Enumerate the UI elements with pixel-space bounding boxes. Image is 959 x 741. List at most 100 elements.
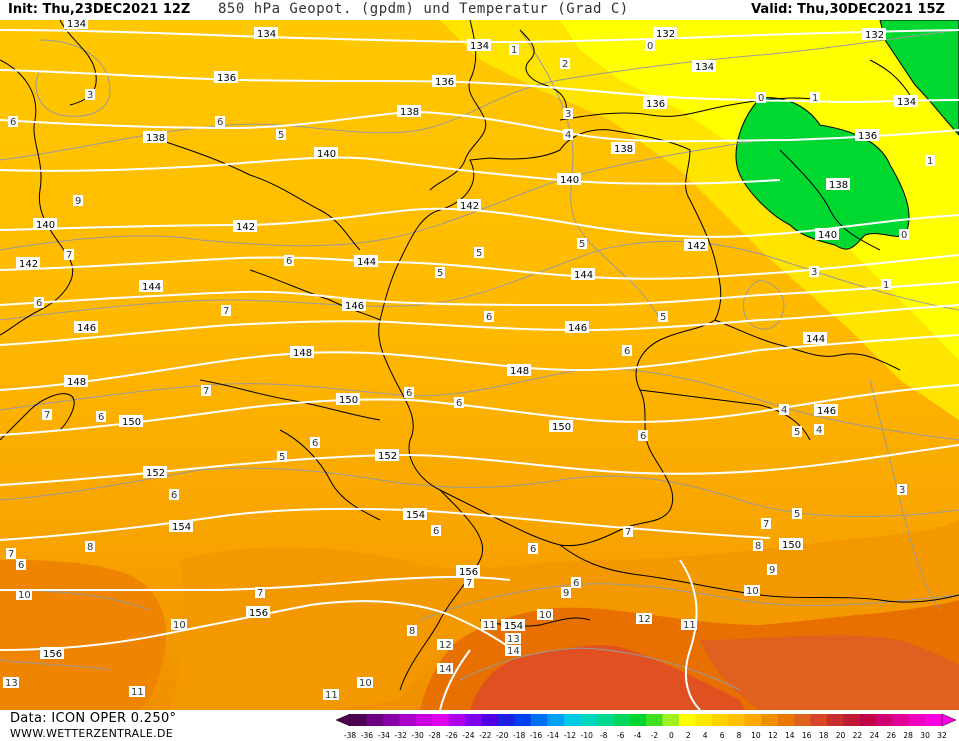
svg-text:7: 7 — [223, 306, 229, 317]
svg-text:140: 140 — [317, 149, 336, 160]
scale-arrow-right — [941, 713, 957, 727]
svg-text:6: 6 — [98, 412, 104, 423]
color-scale-ticks: -38 -36 -34 -32 -30 -28 -26 -24 -22 -20 -18 -16 -14-… — [344, 731, 947, 740]
svg-text:7: 7 — [8, 549, 14, 560]
svg-text:6: 6 — [406, 388, 412, 399]
gp-label-148-b: 148 — [507, 364, 531, 377]
temp-label-0-a: 0 — [645, 40, 655, 52]
svg-text:142: 142 — [687, 241, 706, 252]
gp-label-150-a: 150 — [336, 393, 360, 406]
temp-label-5-c: 5 — [577, 238, 587, 250]
svg-text:134: 134 — [257, 29, 276, 40]
svg-text:8: 8 — [87, 542, 93, 553]
temp-label-0-c: 0 — [899, 229, 909, 241]
svg-text:6: 6 — [456, 398, 462, 409]
gp-label-146-c: 146 — [74, 321, 98, 334]
scale-tick-label: 16 — [802, 731, 812, 740]
svg-text:5: 5 — [579, 239, 585, 250]
temp-label-10-d: 10 — [537, 609, 553, 621]
svg-text:3: 3 — [87, 90, 93, 101]
temp-label-9-c: 9 — [561, 587, 571, 599]
weather-map: 134 134 134 132 132 134 134 136 136 136 … — [0, 20, 959, 710]
gp-label-144-d: 144 — [803, 332, 827, 345]
svg-text:134: 134 — [67, 20, 86, 30]
temp-label-7-e: 7 — [761, 518, 771, 530]
color-scale-cells — [335, 713, 957, 727]
temp-label-6-i: 6 — [96, 411, 106, 423]
svg-text:7: 7 — [625, 527, 631, 538]
temp-label-6-g: 6 — [404, 387, 414, 399]
scale-cell — [728, 714, 745, 726]
temp-label-10-e: 10 — [357, 677, 373, 689]
temp-label-5-a: 5 — [276, 129, 286, 141]
svg-text:148: 148 — [67, 377, 86, 388]
svg-text:6: 6 — [530, 544, 536, 555]
scale-cell — [530, 714, 548, 726]
gp-label-138-c: 138 — [611, 142, 635, 155]
gp-label-138-d: 138 — [826, 178, 850, 191]
temp-label-8-a: 8 — [85, 541, 95, 553]
temp-label-7-h: 7 — [6, 548, 16, 560]
temp-label-6-d: 6 — [34, 297, 44, 309]
temp-label-6-a: 6 — [8, 116, 18, 128]
svg-text:11: 11 — [683, 620, 696, 631]
temp-label-7-c: 7 — [201, 385, 211, 397]
temp-label-3-c: 3 — [809, 266, 819, 278]
svg-text:136: 136 — [217, 73, 236, 84]
temp-label-3-a: 3 — [85, 89, 95, 101]
gp-label-134-a: 134 — [64, 20, 88, 30]
svg-text:144: 144 — [806, 334, 825, 345]
svg-text:3: 3 — [565, 109, 571, 120]
scale-tick-label: 28 — [903, 731, 913, 740]
scale-cell — [925, 714, 943, 726]
svg-text:132: 132 — [865, 30, 884, 41]
gp-label-138-a: 138 — [143, 131, 167, 144]
scale-tick-label: 18 — [819, 731, 829, 740]
temp-label-8-c: 8 — [407, 625, 417, 637]
gp-label-150-d: 150 — [779, 538, 803, 551]
temp-label-11-d: 11 — [323, 689, 339, 701]
scale-cell — [465, 714, 482, 726]
svg-text:0: 0 — [647, 41, 653, 52]
scale-cell — [761, 714, 778, 726]
svg-text:136: 136 — [435, 77, 454, 88]
scale-cell — [580, 714, 597, 726]
temp-label-10-b: 10 — [744, 585, 760, 597]
scale-tick-label: -18 — [513, 731, 525, 740]
scale-cell — [498, 714, 515, 726]
gp-label-140-a: 140 — [314, 147, 338, 160]
temp-label-11-b: 11 — [481, 619, 497, 631]
scale-tick-label: -20 — [496, 731, 508, 740]
svg-text:1: 1 — [927, 156, 933, 167]
temp-label-5-e: 5 — [658, 311, 668, 323]
svg-text:5: 5 — [794, 427, 800, 438]
svg-text:11: 11 — [131, 687, 144, 698]
temp-label-7-d: 7 — [42, 409, 52, 421]
svg-text:156: 156 — [459, 567, 478, 578]
svg-text:154: 154 — [172, 522, 191, 533]
svg-text:144: 144 — [357, 257, 376, 268]
svg-text:6: 6 — [640, 431, 646, 442]
temp-label-7-i: 7 — [255, 587, 265, 599]
temp-label-5-g: 5 — [277, 451, 287, 463]
temp-label-1-a: 1 — [509, 44, 519, 56]
scale-tick-label: 8 — [737, 731, 742, 740]
svg-text:7: 7 — [763, 519, 769, 530]
svg-text:3: 3 — [899, 485, 905, 496]
temp-label-11-a: 11 — [681, 619, 697, 631]
gp-label-144-c: 144 — [139, 280, 163, 293]
temp-label-10-c: 10 — [171, 619, 187, 631]
gp-label-146-d: 146 — [814, 404, 838, 417]
temperature-zone-hot-italy — [470, 645, 745, 710]
init-time: Init: Thu,23DEC2021 12Z — [8, 2, 191, 17]
map-title: 850 hPa Geopot. (gpdm) und Temperatur (G… — [218, 1, 629, 17]
temp-label-4-b: 4 — [779, 404, 789, 416]
svg-text:134: 134 — [695, 62, 714, 73]
valid-time: Valid: Thu,30DEC2021 15Z — [751, 2, 945, 17]
scale-cell — [382, 714, 400, 726]
svg-text:138: 138 — [614, 144, 633, 155]
scale-cell — [629, 714, 647, 726]
svg-text:9: 9 — [75, 196, 81, 207]
gp-label-148-c: 148 — [64, 375, 88, 388]
svg-text:10: 10 — [18, 590, 31, 601]
